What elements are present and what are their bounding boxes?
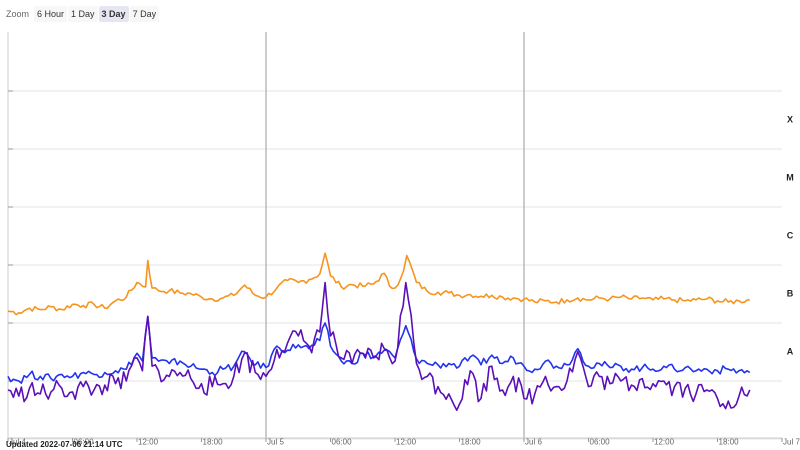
x-tick-label: Jul 6: [525, 438, 542, 447]
flare-class-labels: A B C M X: [786, 114, 794, 356]
x-tick-label: 06:00: [590, 438, 611, 447]
series-line-3: [7, 281, 751, 411]
flare-class-label: A: [787, 346, 794, 356]
x-tick-label: 06:00: [332, 438, 353, 447]
zoom-7-day-button[interactable]: 7 Day: [129, 6, 160, 22]
x-tick-label: 12:00: [654, 438, 675, 447]
x-tick-label: 18:00: [719, 438, 740, 447]
flare-class-label: B: [787, 288, 794, 298]
zoom-label: Zoom: [6, 9, 30, 19]
grid-lines: [8, 32, 782, 440]
zoom-6-hour-button[interactable]: 6 Hour: [34, 6, 68, 22]
x-tick-label: 18:00: [461, 438, 482, 447]
x-axis: Jul 4 06:00 12:00 18:00 Jul 5 06:00 12:00 18:00…: [7, 437, 800, 447]
x-tick-label: Jul 4: [9, 438, 26, 447]
x-tick-label: 12:00: [396, 438, 417, 447]
x-tick-label: 12:00: [138, 438, 159, 447]
x-tick-label: 18:00: [203, 438, 224, 447]
x-tick-label: 06:00: [74, 438, 95, 447]
updated-timestamp: Updated 2022-07-06 21:14 UTC: [6, 440, 123, 449]
flare-class-label: C: [787, 230, 794, 240]
series-line-1: [7, 252, 750, 316]
flare-class-label: X: [787, 114, 793, 124]
flare-class-label: M: [786, 172, 794, 182]
x-tick-label: Jul 7: [783, 438, 800, 447]
series-line-2: [7, 315, 751, 384]
y-axis: [7, 32, 13, 438]
x-tick-label: Jul 5: [267, 438, 284, 447]
zoom-bar: Zoom 6 Hour 1 Day 3 Day 7 Day: [6, 5, 160, 23]
series-lines: [7, 252, 751, 411]
zoom-3-day-button[interactable]: 3 Day: [98, 6, 129, 22]
zoom-1-day-button[interactable]: 1 Day: [68, 6, 98, 22]
